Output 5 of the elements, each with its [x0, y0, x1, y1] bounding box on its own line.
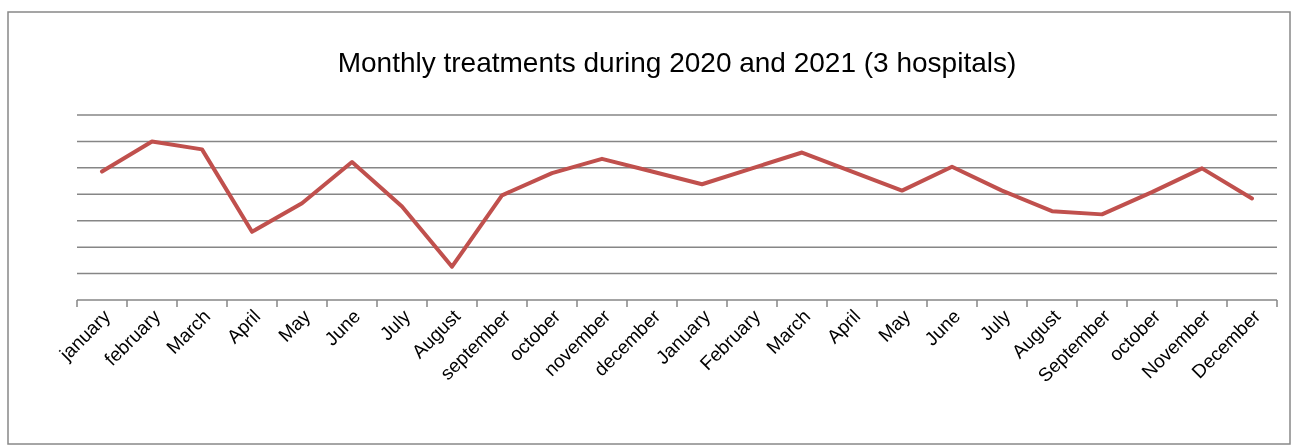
chart-title: Monthly treatments during 2020 and 2021 (3 hospitals): [337, 47, 1017, 78]
x-tick-label: July: [375, 305, 415, 345]
x-tick-label: May: [274, 305, 315, 346]
x-tick-label: May: [874, 305, 915, 346]
x-tick-label: July: [975, 305, 1015, 345]
